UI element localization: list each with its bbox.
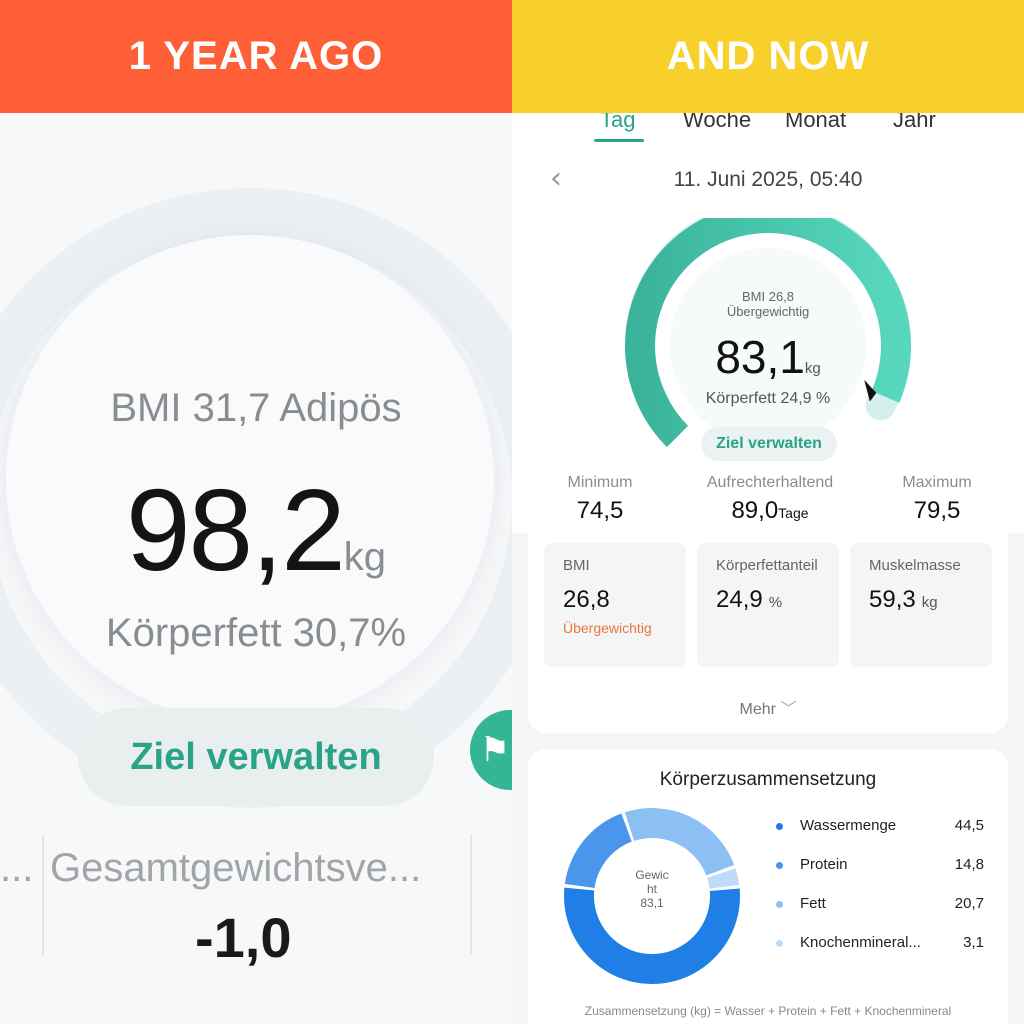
legend-item: Knochenmineral... 3,1 [772,934,992,973]
gauge-weight-value: 83,1 [715,331,805,383]
gauge-classification: Übergewichtig [726,304,810,319]
gauge-weight-unit: kg [804,360,821,377]
gauge-weight: 83,1kg [512,330,1024,384]
gauge-fill [625,218,911,448]
gauge-body-fat: Körperfett 24,9 % [705,390,831,407]
more-label: Mehr [739,701,776,718]
stat-label: Maximum [902,474,972,491]
stat-number: 89,0 [731,497,779,524]
legend-name: Protein [800,856,848,873]
old-screenshot-panel: BMI 31,7 Adipös 98,2kg Körperfett 30,7% … [0,113,512,1024]
composition-formula: Zusammensetzung (kg) = Wasser + Protein … [584,1004,952,1018]
stat-label: Minimum [567,474,633,491]
gauge-center [670,248,866,444]
metric-unit: kg [921,594,938,611]
right-banner: AND NOW [512,0,1024,113]
stat-minimum: Minimum 74,5 [550,474,650,525]
metric-number: 59,3 [869,586,916,613]
metric-unit: % [768,594,783,611]
composition-donut-chart [564,808,740,984]
total-weight-change-value: -1,0 [195,906,292,969]
metric-value: 59,3 kg [869,586,992,614]
metric-label: Körperfettanteil [716,557,818,574]
composition-title: Körperzusammensetzung [659,769,877,790]
weight-summary-card: Tag Woche Monat Jahr ‹ 11. Juni 2025, 05… [512,113,1024,533]
period-tabs: Tag Woche Monat Jahr [512,113,1024,143]
weight-unit: kg [343,535,387,579]
manage-goal-button[interactable]: Ziel verwalten [701,427,837,461]
tab-month[interactable]: Monat [785,113,847,132]
stat-maintaining: Aufrechterhaltend 89,0Tage [690,474,850,525]
active-tab-indicator [594,139,644,142]
stat-value: 74,5 [576,497,624,524]
body-composition-card: Körperzusammensetzung Gewic ht 83,1 Wass… [528,749,1008,1024]
legend-name: Knochenmineral... [800,934,921,951]
metric-label: BMI [563,557,590,574]
metric-value: 26,8 [563,586,610,613]
metric-number: 24,9 [716,586,763,613]
donut-slice [564,887,740,984]
metric-muscle-mass[interactable]: Muskelmasse 59,3 kg [850,543,992,667]
legend-item: Fett 20,7 [772,895,992,934]
legend-value: 14,8 [954,856,984,873]
tab-year[interactable]: Jahr [893,113,936,132]
left-banner-text: 1 YEAR AGO [128,34,384,78]
total-weight-change-label: Gesamtgewichtsve... [50,846,422,890]
metrics-card: BMI 26,8 Übergewichtig Körperfettanteil … [528,533,1008,733]
measurement-date: 11. Juni 2025, 05:40 [673,168,863,191]
body-fat-label: Körperfett 30,7% [105,611,407,655]
legend-dot [776,901,783,908]
stat-value: 89,0Tage [690,497,850,525]
metric-body-fat[interactable]: Körperfettanteil 24,9% [697,543,839,667]
donut-slice [624,808,735,876]
weight-display: 98,2kg [0,463,512,597]
gauge-bmi: BMI 26,8 [741,289,795,304]
prev-stat-truncated: ... [0,846,34,890]
legend-item: Protein 14,8 [772,856,992,895]
stat-unit: Tage [778,505,809,521]
new-screenshot-panel: Tag Woche Monat Jahr ‹ 11. Juni 2025, 05… [512,113,1024,1024]
stat-value: 79,5 [913,497,961,524]
stat-divider [470,835,472,955]
legend-dot [776,823,783,830]
right-banner-text: AND NOW [666,34,870,78]
donut-center-line2: ht [646,882,657,896]
legend-name: Wassermenge [800,817,897,834]
metric-value: 24,9% [716,586,839,614]
flag-icon[interactable]: ⚑ [470,710,512,790]
composition-legend: Wassermenge 44,5 Protein 14,8 Fett 20,7 Kno… [772,817,992,973]
metric-bmi[interactable]: BMI 26,8 Übergewichtig [544,543,686,667]
legend-value: 20,7 [954,895,984,912]
legend-item: Wassermenge 44,5 [772,817,992,856]
legend-value: 44,5 [954,817,984,834]
manage-goal-button[interactable]: Ziel verwalten [78,708,434,806]
chevron-left-icon[interactable]: ‹ [550,161,562,196]
legend-value: 3,1 [963,934,984,951]
metric-status: Übergewichtig [563,620,652,636]
donut-hole [596,840,708,952]
left-banner: 1 YEAR AGO [0,0,512,113]
donut-center-line1: Gewic [635,868,669,882]
weight-value: 98,2 [125,465,346,595]
chevron-down-icon: ﹀ [780,701,797,718]
metric-label: Muskelmasse [869,557,961,574]
legend-name: Fett [800,895,826,912]
stat-divider [42,835,44,955]
bmi-label: BMI 31,7 Adipös [110,386,402,430]
more-button[interactable]: Mehr ﹀ [528,695,1008,719]
gauge-inner [6,235,494,723]
gauge-pointer-icon [864,379,877,402]
stat-label: Aufrechterhaltend [706,474,834,491]
legend-dot [776,940,783,947]
weight-gauge [625,218,911,448]
legend-dot [776,862,783,869]
tab-week[interactable]: Woche [683,113,752,132]
donut-center-label: Gewic ht 83,1 [622,868,682,910]
stat-maximum: Maximum 79,5 [887,474,987,525]
donut-slice [707,868,740,889]
tab-day[interactable]: Tag [600,113,636,132]
donut-slice [564,813,632,889]
donut-center-value: 83,1 [640,896,664,910]
